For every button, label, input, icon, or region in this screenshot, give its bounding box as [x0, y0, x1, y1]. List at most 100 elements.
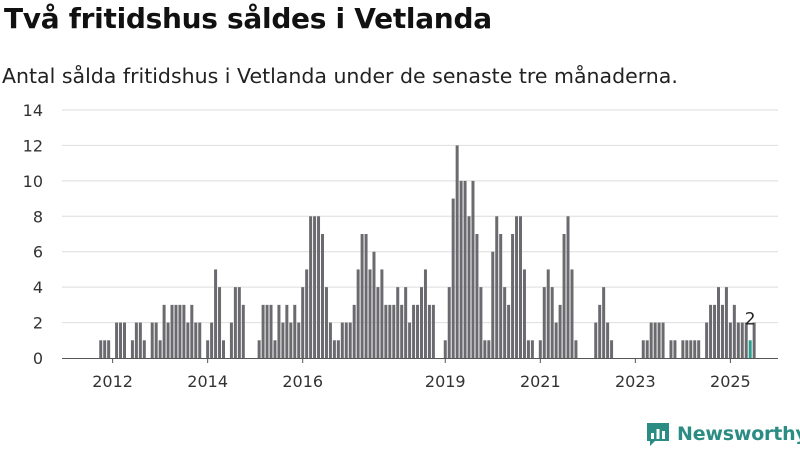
data-labels: 2 — [745, 309, 756, 329]
bar — [748, 340, 752, 358]
highlight-data-label: 2 — [745, 309, 756, 329]
brand-name: Newsworthy — [677, 423, 800, 445]
bar — [372, 251, 376, 358]
bar — [641, 340, 645, 358]
bar — [142, 340, 146, 358]
bar — [503, 287, 507, 358]
bar — [400, 304, 404, 358]
bar — [289, 322, 293, 358]
bar — [198, 322, 202, 358]
y-tick-label: 12 — [23, 136, 43, 155]
bar — [483, 340, 487, 358]
bar — [166, 322, 170, 358]
bar — [530, 340, 534, 358]
bar — [720, 304, 724, 358]
y-axis-ticks: 0 2 4 6 8 10 12 14 — [23, 101, 43, 368]
bar — [522, 269, 526, 358]
bar — [233, 287, 237, 358]
y-tick-label: 14 — [23, 101, 43, 120]
bar — [653, 322, 657, 358]
bar — [673, 340, 677, 358]
bar — [724, 287, 728, 358]
bar — [178, 304, 182, 358]
x-tick-label: 2016 — [282, 372, 323, 391]
newsworthy-logo: Newsworthy — [645, 419, 800, 449]
x-axis-ticks: 2012 2014 2016 2019 2021 2023 2025 — [92, 358, 751, 391]
bar — [443, 340, 447, 358]
bar — [566, 216, 570, 358]
x-tick-label: 2014 — [187, 372, 228, 391]
bar — [598, 304, 602, 358]
bar — [154, 322, 158, 358]
bar — [376, 287, 380, 358]
bar — [491, 251, 495, 358]
bar — [392, 304, 396, 358]
bar — [285, 304, 289, 358]
bar — [451, 198, 455, 358]
bar — [479, 287, 483, 358]
bar — [471, 180, 475, 358]
y-tick-label: 8 — [33, 207, 43, 226]
bar — [736, 322, 740, 358]
x-tick-label: 2019 — [425, 372, 466, 391]
bar — [447, 287, 451, 358]
bar — [550, 287, 554, 358]
bar — [681, 340, 685, 358]
x-tick-label: 2025 — [710, 372, 751, 391]
bar — [669, 340, 673, 358]
bar — [99, 340, 103, 358]
y-tick-label: 4 — [33, 278, 43, 297]
bar — [328, 322, 332, 358]
bar — [356, 269, 360, 358]
bar — [519, 216, 522, 358]
bar — [214, 269, 218, 358]
bar — [324, 287, 328, 358]
bar — [384, 304, 388, 358]
bar — [709, 304, 713, 358]
bar — [515, 216, 519, 358]
bar — [423, 269, 427, 358]
bar — [538, 340, 542, 358]
bar — [455, 145, 459, 358]
bar — [352, 304, 356, 358]
bar — [693, 340, 697, 358]
bar — [103, 340, 107, 358]
bar — [610, 340, 614, 358]
bar — [396, 287, 400, 358]
bar — [388, 304, 392, 358]
bar — [661, 322, 665, 358]
bar — [717, 287, 720, 358]
bar — [170, 304, 174, 358]
bar — [115, 322, 119, 358]
bar — [404, 287, 408, 358]
bar — [495, 216, 499, 358]
bar — [206, 340, 210, 358]
bar — [340, 322, 344, 358]
bar — [412, 304, 416, 358]
bar — [507, 304, 511, 358]
bar — [257, 340, 261, 358]
bar — [685, 340, 689, 358]
bar — [150, 322, 154, 358]
bar — [162, 304, 166, 358]
bar — [344, 322, 348, 358]
bar — [321, 234, 324, 358]
bar — [697, 340, 701, 358]
bar — [649, 322, 653, 358]
bar — [431, 304, 435, 358]
bar — [657, 322, 661, 358]
bar — [487, 340, 491, 358]
y-tick-label: 2 — [33, 314, 43, 333]
bar — [194, 322, 198, 358]
bar — [558, 304, 562, 358]
x-tick-label: 2023 — [615, 372, 656, 391]
bar — [467, 216, 471, 358]
bar — [123, 322, 126, 358]
bar — [427, 304, 431, 358]
bar — [463, 180, 467, 358]
bar — [728, 322, 732, 358]
bar — [332, 340, 336, 358]
bar — [336, 340, 340, 358]
bar — [229, 322, 233, 358]
